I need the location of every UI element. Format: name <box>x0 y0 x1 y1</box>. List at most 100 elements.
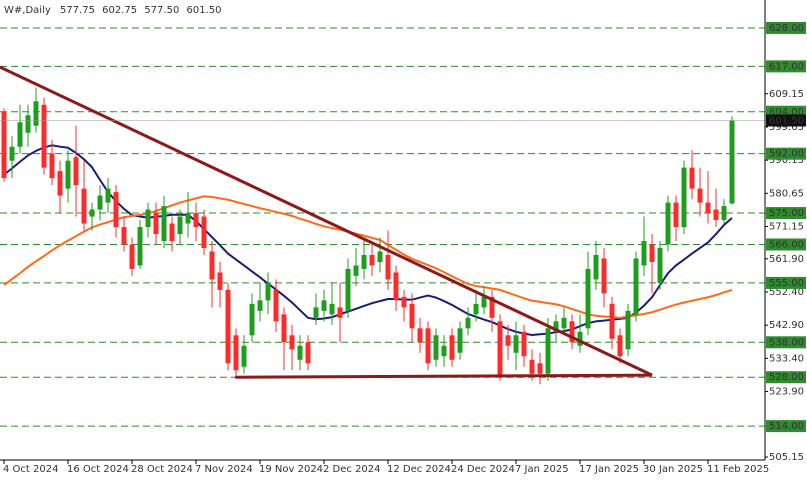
level-label-box <box>766 147 806 160</box>
candle-body <box>449 335 455 360</box>
candle-body <box>185 213 191 224</box>
candle-body <box>297 345 303 360</box>
candle-body <box>505 335 511 346</box>
level-label: 528.00 <box>769 372 804 383</box>
x-tick-label: 24 Dec 2024 <box>451 464 515 475</box>
y-tick-label: 542.90 <box>769 320 804 331</box>
candle-body <box>369 254 375 266</box>
candle-body <box>481 296 487 308</box>
last-price-box <box>766 114 806 127</box>
candle-body <box>145 209 151 228</box>
candle-body <box>433 335 439 360</box>
candle-body <box>113 192 119 228</box>
x-tick-label: 30 Jan 2025 <box>643 464 703 475</box>
candle-body <box>625 310 631 350</box>
candle-body <box>321 300 327 311</box>
candle-body <box>217 272 223 290</box>
candle-body <box>385 254 391 280</box>
candle-body <box>89 209 95 217</box>
level-label: 538.00 <box>769 337 804 348</box>
level-label-box <box>766 60 806 73</box>
candle-body <box>281 314 287 343</box>
candle-body <box>545 328 551 374</box>
candle-body <box>273 289 279 322</box>
candle-body <box>441 345 447 357</box>
candle-body <box>705 202 711 214</box>
candle-body <box>665 202 671 245</box>
candle-body <box>65 160 71 189</box>
x-tick-label: 17 Jan 2025 <box>579 464 639 475</box>
high-price: 602.75 <box>102 5 137 16</box>
candle-body <box>121 227 127 245</box>
candle-body <box>409 303 415 329</box>
candle-body <box>585 268 591 329</box>
candle-body <box>329 303 335 315</box>
level-label-box <box>766 238 806 251</box>
candle-body <box>529 359 535 374</box>
level-label: 617.00 <box>769 61 804 72</box>
x-tick-label: 7 Jan 2025 <box>515 464 569 475</box>
candle-body <box>729 120 735 204</box>
candle-body <box>73 157 79 186</box>
level-label: 604.00 <box>769 107 804 118</box>
x-tick-label: 11 Feb 2025 <box>707 464 769 475</box>
level-label-box <box>766 207 806 220</box>
x-tick-label: 28 Oct 2024 <box>131 464 193 475</box>
candle-body <box>697 188 703 203</box>
candle-body <box>345 268 351 311</box>
candle-body <box>169 223 175 242</box>
candle-body <box>593 254 599 280</box>
candle-body <box>289 335 295 350</box>
y-tick-label: 571.15 <box>769 222 804 233</box>
candle-body <box>721 206 727 221</box>
candle-body <box>25 115 31 133</box>
candle-body <box>17 122 23 147</box>
candle-body <box>233 335 239 371</box>
x-tick-label: 2 Dec 2024 <box>323 464 381 475</box>
candle-body <box>417 328 423 343</box>
candle-body <box>33 101 39 126</box>
candle-body <box>105 188 111 203</box>
candle-body <box>153 213 159 235</box>
x-tick-label: 16 Oct 2024 <box>67 464 129 475</box>
y-tick-label: 552.40 <box>769 287 804 298</box>
close-price: 601.50 <box>187 5 222 16</box>
candle-body <box>457 328 463 353</box>
candle-body <box>601 258 607 294</box>
candle-body <box>657 247 663 283</box>
candle-body <box>465 317 471 329</box>
y-tick-label: 580.65 <box>769 188 804 199</box>
candle-body <box>401 296 407 308</box>
candle-body <box>81 188 87 224</box>
candle-body <box>609 303 615 339</box>
candle-body <box>305 342 311 364</box>
candle-body <box>201 216 207 248</box>
symbol: W#,Daily <box>4 5 51 16</box>
y-tick-label: 599.65 <box>769 122 804 133</box>
trend-line <box>235 373 653 379</box>
candle-body <box>641 241 647 266</box>
candle-body <box>473 303 479 315</box>
candle-body <box>193 213 199 228</box>
candle-body <box>649 244 655 262</box>
chart-header: W#,Daily 577.75 602.75 577.50 601.50 <box>4 5 222 16</box>
candle-body <box>633 258 639 315</box>
candle-body <box>337 307 343 318</box>
level-label-box <box>766 371 806 384</box>
candle-body <box>209 251 215 280</box>
candle-body <box>537 363 543 374</box>
level-label-box <box>766 336 806 349</box>
y-tick-label: 590.15 <box>769 155 804 166</box>
candle-body <box>249 303 255 336</box>
candle-body <box>41 104 47 168</box>
level-label-box <box>766 276 806 289</box>
trend-line <box>0 65 653 377</box>
level-label: 555.00 <box>769 278 804 289</box>
y-tick-label: 505.15 <box>769 452 804 463</box>
candle-body <box>489 296 495 318</box>
level-label: 628.00 <box>769 23 804 34</box>
candle-body <box>569 321 575 343</box>
candle-body <box>377 251 383 262</box>
